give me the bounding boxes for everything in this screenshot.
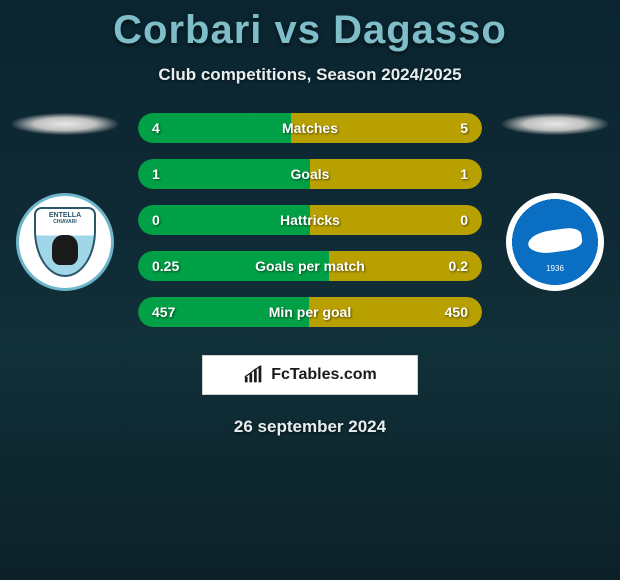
value-right: 5: [460, 120, 468, 136]
stat-label: Matches: [282, 120, 338, 136]
stat-row-mpg: 457 450 Min per goal: [138, 297, 482, 327]
date-line: 26 september 2024: [0, 417, 620, 437]
stat-label: Goals: [291, 166, 330, 182]
brand-link[interactable]: FcTables.com: [202, 355, 418, 395]
stat-row-gpm: 0.25 0.2 Goals per match: [138, 251, 482, 281]
left-player-column: ENTELLA CHIAVARI: [10, 113, 120, 291]
entella-sub-text: CHIAVARI: [53, 219, 76, 225]
value-left: 457: [152, 304, 175, 320]
right-player-column: 1936: [500, 113, 610, 291]
value-right: 450: [445, 304, 468, 320]
stat-row-matches: 4 5 Matches: [138, 113, 482, 143]
entella-shield-icon: ENTELLA CHIAVARI: [34, 207, 96, 277]
entella-mascot-icon: [52, 235, 78, 265]
page-title: Corbari vs Dagasso: [0, 0, 620, 53]
brand-bars-icon: [243, 365, 265, 385]
club-badge-pescara: 1936: [506, 193, 604, 291]
stat-label: Goals per match: [255, 258, 365, 274]
value-left: 0: [152, 212, 160, 228]
comparison-panel: ENTELLA CHIAVARI 4 5 Matches 1 1 Goals 0 0 Hattr…: [0, 113, 620, 327]
subtitle: Club competitions, Season 2024/2025: [0, 65, 620, 85]
entella-top-text: ENTELLA: [49, 212, 81, 219]
value-left: 1: [152, 166, 160, 182]
stat-row-hattricks: 0 0 Hattricks: [138, 205, 482, 235]
stats-column: 4 5 Matches 1 1 Goals 0 0 Hattricks 0.25 0.2 Goals …: [138, 113, 482, 327]
player-shadow-left: [11, 113, 119, 135]
bar-left: [138, 113, 291, 143]
value-right: 0: [460, 212, 468, 228]
value-left: 4: [152, 120, 160, 136]
stat-row-goals: 1 1 Goals: [138, 159, 482, 189]
stat-label: Hattricks: [280, 212, 340, 228]
club-badge-entella: ENTELLA CHIAVARI: [16, 193, 114, 291]
pescara-year: 1936: [546, 264, 564, 273]
pescara-dolphin-icon: [524, 224, 586, 260]
value-left: 0.25: [152, 258, 179, 274]
stat-label: Min per goal: [269, 304, 351, 320]
player-shadow-right: [501, 113, 609, 135]
brand-text: FcTables.com: [271, 366, 377, 384]
bar-left: [138, 159, 310, 189]
bar-right: [310, 159, 482, 189]
value-right: 0.2: [449, 258, 468, 274]
value-right: 1: [460, 166, 468, 182]
